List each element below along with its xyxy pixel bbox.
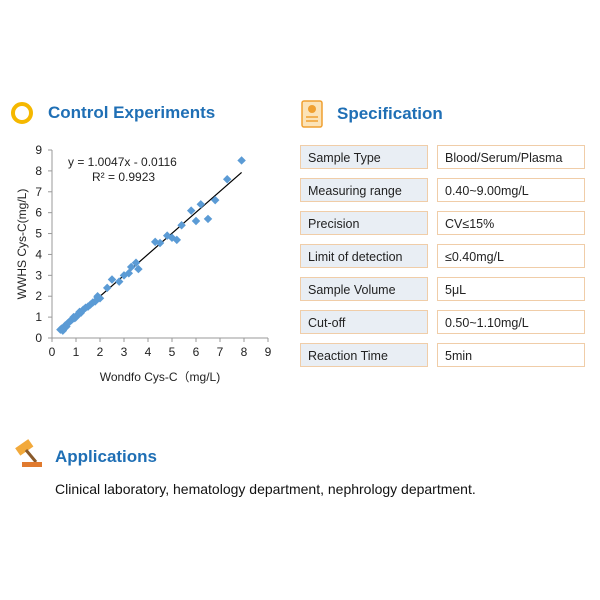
- spec-key: Reaction Time: [300, 343, 428, 367]
- spec-key: Cut-off: [300, 310, 428, 334]
- chart: 0 1 2 3 4 5 6 7 8 9 0 1 2 3 4 5 6 7 8 9 Wondfo Cys-C（mg/L) WW…: [15, 143, 272, 384]
- point: [114, 277, 124, 286]
- spec-key: Measuring range: [300, 178, 428, 202]
- x-tick-label: 8: [241, 345, 248, 359]
- x-tick-label: 2: [97, 345, 104, 359]
- point: [124, 269, 134, 278]
- point: [186, 206, 196, 215]
- section-title: Applications: [55, 447, 158, 466]
- point: [131, 258, 141, 268]
- y-tick-label: 1: [35, 310, 42, 324]
- spec-key: Precision: [300, 211, 428, 235]
- x-tick-label: 0: [49, 345, 56, 359]
- x-axis-label: Wondfo Cys-C（mg/L): [100, 370, 220, 384]
- y-tick-label: 8: [35, 164, 42, 178]
- spec-key: Limit of detection: [300, 244, 428, 268]
- x-tick-label: 5: [169, 345, 176, 359]
- y-axis-label: WWHS Cys-C(mg/L): [15, 189, 29, 300]
- point: [203, 214, 213, 224]
- spec-value: 0.50~1.10mg/L: [437, 310, 585, 334]
- icon-control: [11, 102, 33, 124]
- point: [172, 235, 182, 245]
- y-tick-label: 7: [35, 185, 42, 199]
- spec-row: Cut-off 0.50~1.10mg/L: [300, 310, 585, 336]
- point: [222, 175, 232, 184]
- point: [210, 195, 220, 205]
- y-tick-label: 5: [35, 227, 42, 241]
- spec-table: Sample Type Blood/Serum/Plasma Measuring r…: [300, 145, 585, 376]
- spec-value: 5μL: [437, 277, 585, 301]
- spec-value: CV≤15%: [437, 211, 585, 235]
- x-tick-label: 9: [265, 345, 272, 359]
- y-tick-label: 9: [35, 143, 42, 157]
- point: [102, 283, 112, 293]
- x-tick-label: 6: [193, 345, 200, 359]
- y-tick-label: 3: [35, 268, 42, 282]
- point: [196, 200, 206, 209]
- x-tick-label: 3: [121, 345, 128, 359]
- section-title: Control Experiments: [48, 103, 216, 122]
- point: [237, 156, 246, 165]
- spec-key: Sample Type: [300, 145, 428, 169]
- point: [177, 220, 186, 230]
- spec-value: 5min: [437, 343, 585, 367]
- y-tick-label: 2: [35, 289, 42, 303]
- point: [58, 326, 68, 335]
- spec-key: Sample Volume: [300, 277, 428, 301]
- spec-row: Reaction Time 5min: [300, 343, 585, 369]
- equation: y = 1.0047x - 0.0116: [68, 155, 177, 169]
- applications-text: Clinical laboratory, hematology departme…: [55, 481, 476, 497]
- point: [134, 264, 143, 274]
- x-tick-label: 7: [217, 345, 224, 359]
- point: [70, 313, 80, 323]
- spec-row: Measuring range 0.40~9.00mg/L: [300, 178, 585, 204]
- spec-value: Blood/Serum/Plasma: [437, 145, 585, 169]
- point: [191, 216, 201, 226]
- x-tick-label: 1: [73, 345, 80, 359]
- spec-row: Precision CV≤15%: [300, 211, 585, 237]
- icon-applications: [15, 439, 42, 467]
- icon-spec: [301, 100, 323, 128]
- spec-value: 0.40~9.00mg/L: [437, 178, 585, 202]
- point: [107, 275, 117, 284]
- spec-value: ≤0.40mg/L: [437, 244, 585, 268]
- x-tick-label: 4: [145, 345, 152, 359]
- y-tick-label: 4: [35, 247, 42, 261]
- point: [155, 238, 165, 248]
- point: [93, 291, 102, 301]
- r-squared: R² = 0.9923: [92, 170, 155, 184]
- y-tick-label: 0: [35, 331, 42, 345]
- point: [75, 307, 84, 317]
- point: [126, 262, 136, 272]
- section-title: Specification: [337, 104, 443, 123]
- y-tick-label: 6: [35, 206, 42, 220]
- spec-row: Sample Type Blood/Serum/Plasma: [300, 145, 585, 171]
- spec-row: Limit of detection ≤0.40mg/L: [300, 244, 585, 270]
- spec-row: Sample Volume 5μL: [300, 277, 585, 303]
